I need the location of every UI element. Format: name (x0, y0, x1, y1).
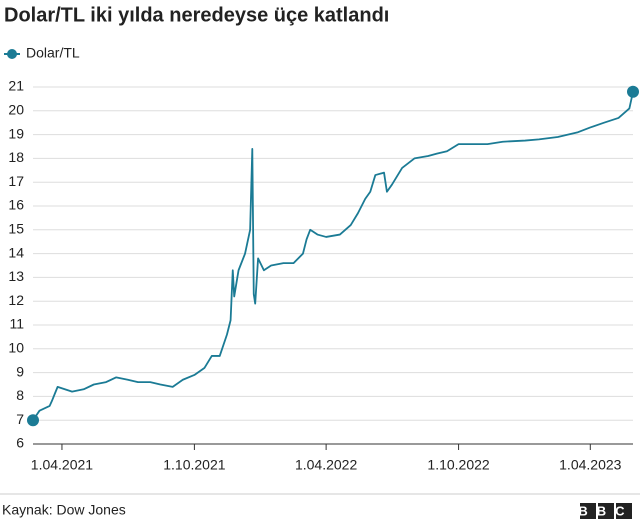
logo (580, 503, 632, 519)
y-tick-label: 11 (9, 316, 24, 332)
legend-marker (7, 49, 17, 59)
x-tick-label: 1.04.2022 (295, 457, 357, 473)
end-point (27, 414, 39, 427)
y-tick-label: 16 (8, 197, 24, 213)
source: Kaynak: Dow Jones (2, 502, 126, 518)
x-tick-label: 1.04.2023 (559, 457, 621, 473)
x-tick-label: 1.10.2022 (427, 457, 489, 473)
x-tick-label: 1.04.2021 (31, 457, 93, 473)
y-tick-label: 21 (8, 78, 24, 94)
y-tick-label: 7 (16, 411, 24, 427)
y-tick-label: 18 (8, 149, 24, 165)
data-line (32, 91, 634, 421)
y-tick-label: 14 (8, 244, 24, 260)
y-tick-label: 10 (8, 340, 24, 356)
legend-label: Dolar/TL (26, 45, 80, 61)
y-tick-label: 15 (8, 221, 24, 237)
y-tick-label: 19 (8, 125, 24, 141)
y-tick-label: 12 (8, 292, 24, 308)
end-point (627, 85, 639, 98)
logo-text: BBC (578, 503, 633, 518)
y-tick-label: 6 (16, 435, 24, 451)
y-tick-label: 17 (8, 173, 24, 189)
y-tick-label: 8 (16, 387, 24, 403)
y-tick-label: 13 (8, 268, 24, 284)
x-tick-label: 1.10.2021 (163, 457, 225, 473)
y-tick-label: 20 (8, 102, 24, 118)
y-tick-label: 9 (16, 363, 24, 379)
chart-title: Dolar/TL iki yılda neredeyse üçe katland… (4, 4, 389, 26)
